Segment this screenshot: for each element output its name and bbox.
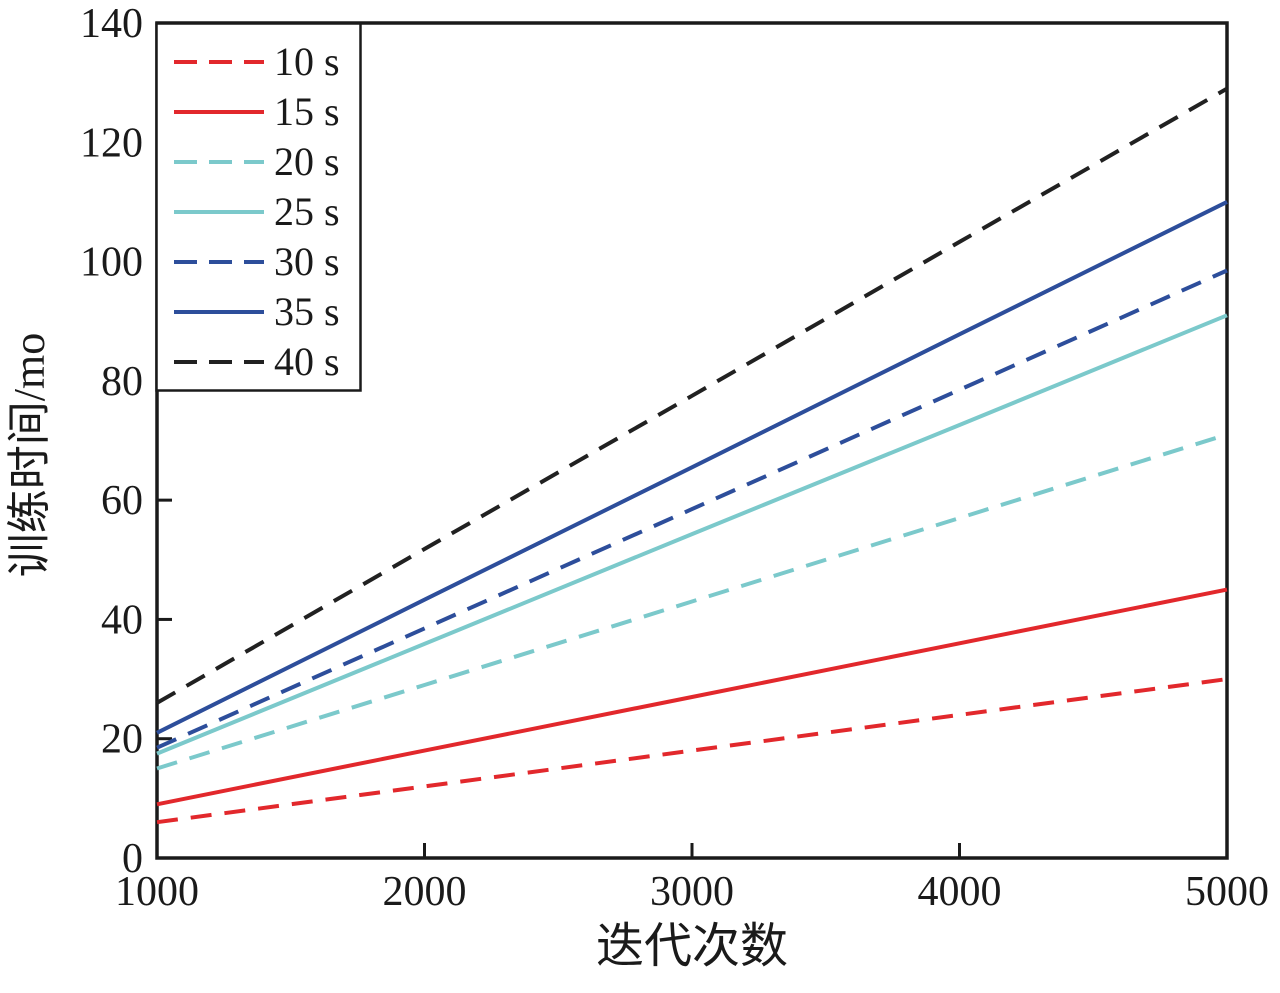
x-tick-label: 3000 bbox=[650, 869, 734, 915]
y-axis-title: 训练时间/mo bbox=[5, 333, 54, 577]
x-tick-label: 1000 bbox=[115, 869, 199, 915]
series-line-25s bbox=[156, 313, 1228, 756]
legend-label-10s: 10 s bbox=[274, 39, 340, 84]
legend-label-35s: 35 s bbox=[274, 289, 340, 334]
x-tick-label: 5000 bbox=[1185, 869, 1269, 915]
legend-label-40s: 40 s bbox=[274, 339, 340, 384]
legend-label-30s: 30 s bbox=[274, 239, 340, 284]
series-line-30s bbox=[156, 268, 1228, 750]
legend-label-25s: 25 s bbox=[274, 189, 340, 234]
legend-label-20s: 20 s bbox=[274, 139, 340, 184]
x-tick-label: 2000 bbox=[383, 869, 467, 915]
y-tick-label: 80 bbox=[101, 359, 143, 405]
series-line-10s bbox=[156, 677, 1228, 825]
series-line-15s bbox=[156, 587, 1228, 807]
series-line-20s bbox=[156, 432, 1228, 771]
x-axis-title: 迭代次数 bbox=[596, 920, 788, 973]
x-tick-label: 4000 bbox=[918, 869, 1002, 915]
series-line-35s bbox=[156, 200, 1228, 735]
plot-border bbox=[155, 21, 1229, 860]
y-tick-label: 60 bbox=[101, 478, 143, 524]
legend-label-15s: 15 s bbox=[274, 89, 340, 134]
legend-layer: 10 s 15 s 20 s 25 s 30 s 35 s 40 s bbox=[155, 22, 362, 392]
y-tick-label: 40 bbox=[101, 597, 143, 643]
y-tick-label: 120 bbox=[80, 120, 143, 166]
y-tick-label: 20 bbox=[101, 717, 143, 763]
axes-layer: 0 20 40 60 80 100 120 140 1000 2000 3000 4000 5000 bbox=[80, 1, 1269, 915]
series-layer bbox=[156, 86, 1228, 825]
y-tick-label: 0 bbox=[122, 836, 143, 882]
y-tick-label: 100 bbox=[80, 240, 143, 286]
y-tick-label: 140 bbox=[80, 1, 143, 47]
legend-box bbox=[155, 22, 362, 392]
series-line-40s bbox=[156, 86, 1228, 705]
